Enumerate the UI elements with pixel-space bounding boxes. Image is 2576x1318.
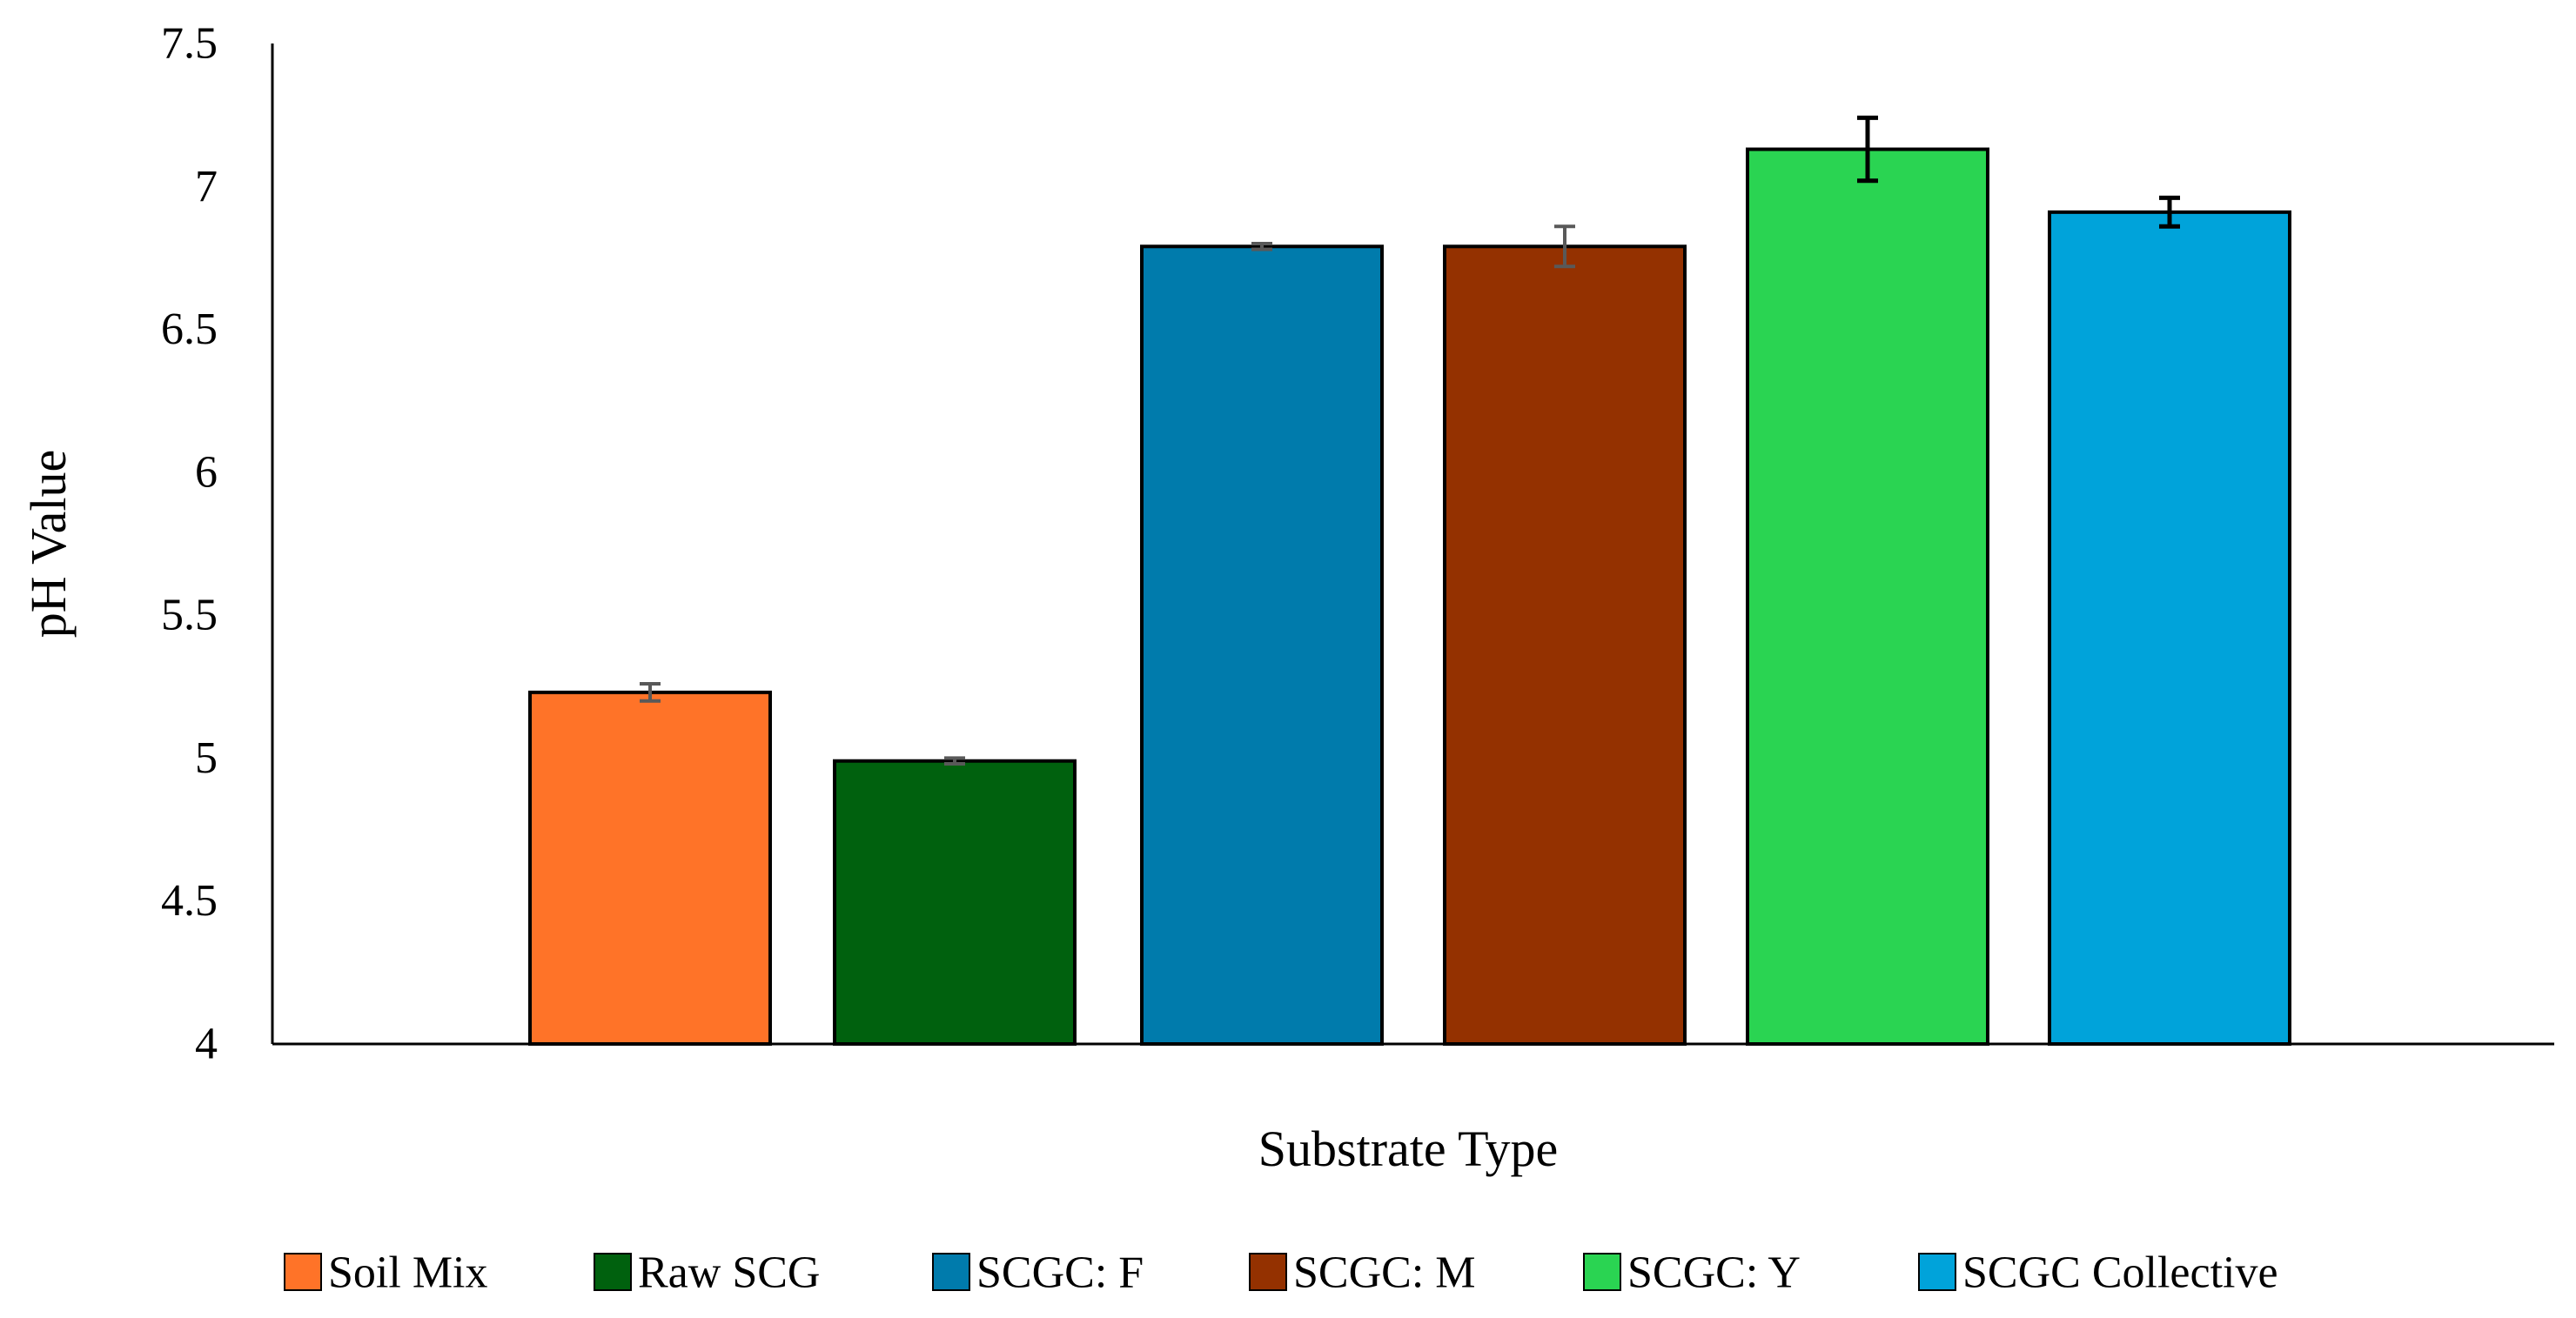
legend-label: SCGC Collective [1962, 1248, 2278, 1298]
legend-swatch [1249, 1253, 1287, 1291]
y-axis-title: pH Value [20, 450, 77, 638]
y-tick-label: 4 [195, 1020, 218, 1069]
bar [1443, 244, 1687, 1046]
bar [1746, 147, 1989, 1047]
y-tick-label: 7.5 [161, 19, 218, 69]
legend-label: SCGC: M [1293, 1248, 1476, 1298]
legend-label: SCGC: F [976, 1248, 1144, 1298]
legend-swatch [932, 1253, 970, 1291]
y-tick-label: 6.5 [161, 304, 218, 354]
x-axis-title: Substrate Type [1258, 1121, 1558, 1177]
legend-swatch [1583, 1253, 1621, 1291]
y-tick-label: 7 [195, 162, 218, 211]
bar [2048, 210, 2291, 1047]
y-tick-label: 6 [195, 447, 218, 497]
bar [1140, 244, 1384, 1046]
legend-swatch [594, 1253, 632, 1291]
legend-swatch [1918, 1253, 1956, 1291]
bar [528, 690, 772, 1046]
error-bars [640, 115, 2180, 766]
legend-label: Raw SCG [638, 1248, 820, 1298]
legend-label: SCGC: Y [1627, 1248, 1801, 1298]
legend: Soil Mix Raw SCG SCGC: F SCGC: M SCGC: Y SCGC… [284, 1248, 2278, 1298]
bar [833, 759, 1077, 1046]
legend-swatch [284, 1253, 322, 1291]
y-axis-ticks: 4 4.5 5 5.5 6 6.5 7 7.5 [161, 19, 218, 1069]
y-tick-label: 5 [195, 733, 218, 783]
legend-label: Soil Mix [328, 1248, 488, 1298]
y-tick-label: 4.5 [161, 876, 218, 926]
y-tick-label: 5.5 [161, 591, 218, 640]
bars [528, 147, 2291, 1047]
